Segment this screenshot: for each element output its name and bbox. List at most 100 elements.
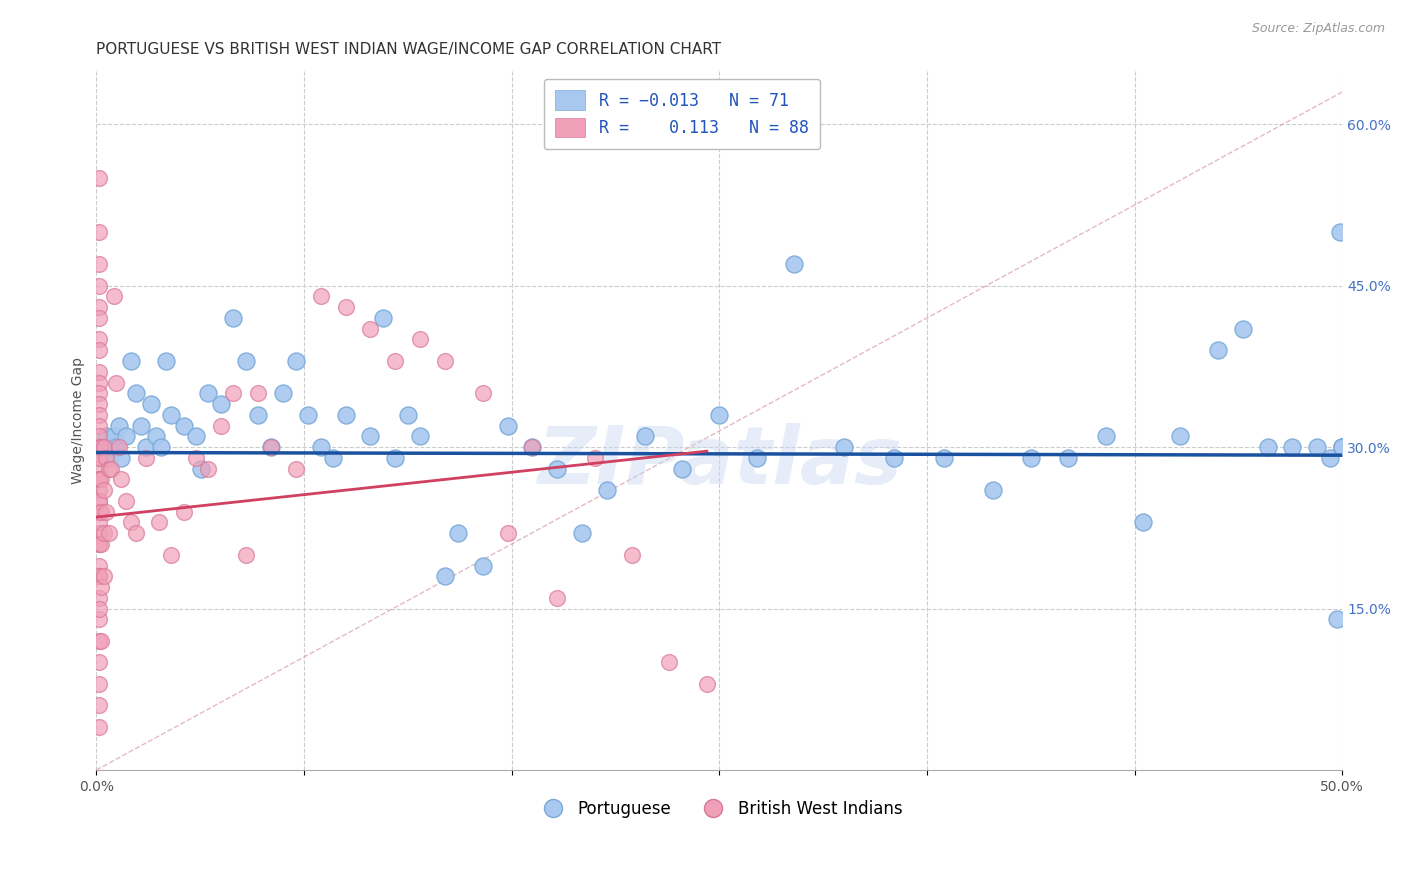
Point [87,310,110,325]
Point [271,386,294,401]
Point [87,440,110,454]
Point [87,569,110,583]
Point [384,450,406,465]
Point [471,558,494,573]
Point [1019,450,1042,465]
Point [107,440,129,454]
Point [90,633,112,648]
Point [87,429,110,443]
Point [1132,516,1154,530]
Point [260,440,283,454]
Point [87,225,110,239]
Point [160,548,183,562]
Point [235,548,257,562]
Point [87,558,110,573]
Point [87,397,110,411]
Point [496,418,519,433]
Point [90,580,112,594]
Point [658,656,681,670]
Point [93,440,115,454]
Point [247,386,270,401]
Point [87,569,110,583]
Point [105,376,128,390]
Point [129,418,152,433]
Point [235,354,257,368]
Point [546,591,568,605]
Point [1232,322,1254,336]
Point [546,461,568,475]
Point [883,450,905,465]
Point [184,429,207,443]
Point [87,483,110,498]
Point [110,472,132,486]
Point [87,386,110,401]
Point [522,440,544,454]
Point [145,429,167,443]
Point [1168,429,1191,443]
Point [97,526,120,541]
Point [120,516,142,530]
Point [197,386,219,401]
Point [96,505,118,519]
Point [359,429,381,443]
Point [1206,343,1229,358]
Point [105,440,128,454]
Point [409,333,432,347]
Point [1331,440,1354,454]
Point [297,408,319,422]
Point [496,526,519,541]
Point [247,408,270,422]
Point [384,354,406,368]
Point [209,397,232,411]
Point [1057,450,1080,465]
Point [932,450,955,465]
Text: Source: ZipAtlas.com: Source: ZipAtlas.com [1251,22,1385,36]
Point [371,310,394,325]
Point [309,440,332,454]
Point [87,300,110,314]
Point [100,440,122,454]
Point [173,418,195,433]
Point [1319,450,1341,465]
Point [87,450,110,465]
Point [103,289,125,303]
Point [90,472,112,486]
Point [1329,225,1351,239]
Point [115,429,138,443]
Point [93,526,115,541]
Point [87,333,110,347]
Point [135,450,157,465]
Point [107,418,129,433]
Point [87,591,110,605]
Point [87,494,110,508]
Point [1257,440,1279,454]
Point [87,408,110,422]
Point [571,526,593,541]
Point [783,257,806,271]
Point [103,429,125,443]
Point [522,440,544,454]
Point [87,505,110,519]
Point [90,505,112,519]
Point [150,440,173,454]
Point [87,516,110,530]
Point [1331,440,1354,454]
Point [96,450,118,465]
Point [335,300,357,314]
Y-axis label: Wage/Income Gap: Wage/Income Gap [72,357,86,483]
Point [696,677,718,691]
Point [87,612,110,626]
Point [709,408,731,422]
Point [1306,440,1329,454]
Point [409,429,432,443]
Point [87,472,110,486]
Point [87,494,110,508]
Point [396,408,419,422]
Point [87,526,110,541]
Point [115,494,138,508]
Point [1281,440,1303,454]
Point [87,633,110,648]
Point [222,310,245,325]
Point [125,526,148,541]
Point [87,343,110,358]
